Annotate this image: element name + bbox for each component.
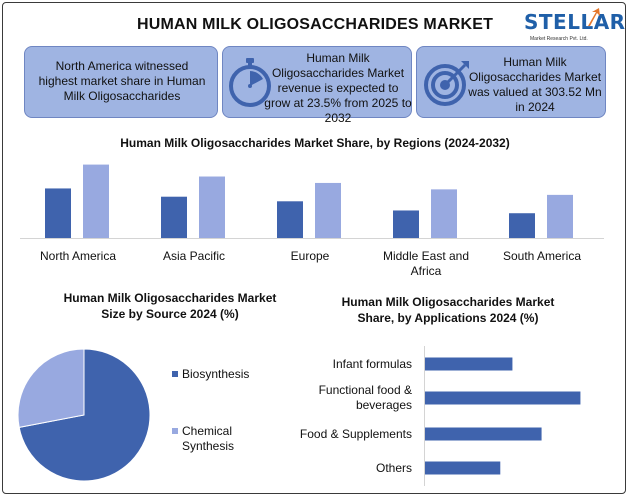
hbar <box>425 427 542 441</box>
x-tick-label: South America <box>503 249 581 263</box>
legend-label: Chemical <box>182 424 232 438</box>
logo: STELLAR Market Research Pvt. Ltd. <box>524 8 625 46</box>
target-icon <box>424 61 469 106</box>
application-chart-title: Human Milk Oligosaccharides Market Share… <box>341 295 555 325</box>
bar-dark <box>45 188 71 238</box>
y-tick-label: Food & Supplements <box>300 427 412 441</box>
source-chart-title: Human Milk Oligosaccharides Market Size … <box>63 291 277 321</box>
hbar <box>425 391 581 405</box>
legend-label: Biosynthesis <box>182 367 249 381</box>
legend-label: Synthesis <box>182 439 234 453</box>
x-tick-label: North America <box>40 249 116 263</box>
bar-dark <box>161 196 187 238</box>
legend-swatch <box>172 428 178 434</box>
logo-arrow-icon <box>588 8 600 26</box>
stat-card-growth: Human Milk Oligosaccharides Market reven… <box>222 46 412 125</box>
bar-light <box>315 182 341 238</box>
x-tick-label: Middle East and <box>383 249 469 263</box>
y-tick-label: beverages <box>356 398 412 412</box>
stat-card-text: North America witnessed highest market s… <box>38 59 206 103</box>
logo-tagline: Market Research Pvt. Ltd. <box>530 36 588 42</box>
bar-dark <box>393 210 419 238</box>
hbar <box>425 461 501 475</box>
y-tick-label: Infant formulas <box>333 357 412 371</box>
logo-wordmark: STELLAR <box>524 10 626 34</box>
region-bar-chart: North America Asia Pacific Europe Middle Ea… <box>20 164 604 278</box>
bar-light <box>199 176 225 238</box>
pie-slice-chemical-synthesis <box>17 348 85 428</box>
region-chart-title: Human Milk Oligosaccharides Market Share… <box>120 136 510 150</box>
stopwatch-icon <box>229 58 271 107</box>
x-tick-label: Europe <box>291 249 330 263</box>
stat-card-text: Human Milk Oligosaccharides Market reven… <box>264 51 412 125</box>
y-tick-label: Others <box>376 461 412 475</box>
x-tick-label: Africa <box>411 264 442 278</box>
bar-dark <box>277 201 303 238</box>
stat-card-text: Human Milk Oligosaccharides Market was v… <box>468 55 602 114</box>
application-bar-chart: Infant formulas Functional food &beverage… <box>300 346 581 486</box>
y-tick-label: Functional food & <box>319 383 412 397</box>
stat-card-valuation: Human Milk Oligosaccharides Market was v… <box>416 46 606 118</box>
legend-swatch <box>172 371 178 377</box>
bar-dark <box>509 213 535 238</box>
bar-light <box>83 164 109 238</box>
bar-light <box>431 189 457 238</box>
hbar <box>425 357 513 371</box>
pie-slice-biosynthesis <box>18 348 151 482</box>
page-title: HUMAN MILK OLIGOSACCHARIDES MARKET <box>136 16 494 33</box>
bar-light <box>547 194 573 238</box>
x-tick-label: Asia Pacific <box>163 249 225 263</box>
stat-card-north-america: North America witnessed highest market s… <box>24 46 218 118</box>
